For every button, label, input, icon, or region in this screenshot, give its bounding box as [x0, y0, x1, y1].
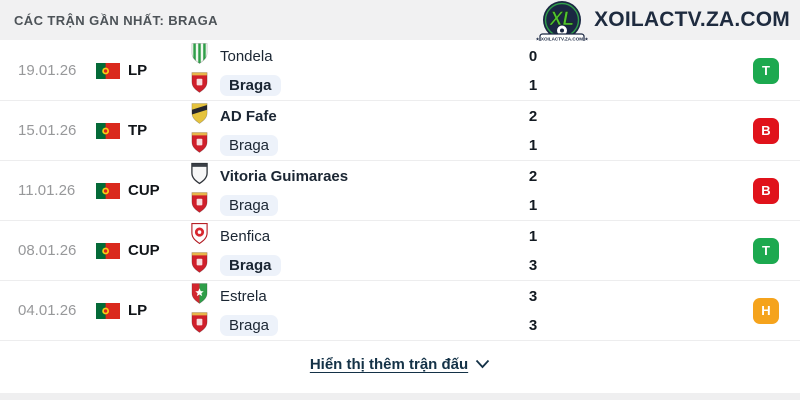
show-more-label: Hiển thị thêm trận đấu	[309, 355, 469, 373]
svg-text:XL: XL	[549, 9, 574, 30]
team-name: AD Fafe	[220, 107, 277, 125]
team-crest-icon	[190, 311, 209, 339]
team-name: Braga	[220, 254, 281, 276]
flag-cell	[96, 182, 128, 199]
flag-cell	[96, 122, 128, 139]
team-crest-icon	[190, 131, 209, 159]
team-crest-icon	[190, 251, 209, 279]
team-score: 1	[528, 76, 538, 94]
portugal-flag-icon	[96, 302, 120, 319]
team-crest-icon	[190, 102, 209, 130]
team-name: Benfica	[220, 227, 271, 245]
page-title: CÁC TRẬN GẦN NHẤT: BRAGA	[14, 12, 218, 28]
teams-cell: Estrela Braga	[190, 282, 516, 339]
logo-ball-icon: XL ★ XOILACTV.ZA.COM ★	[536, 0, 588, 44]
badge-cell: T	[753, 57, 779, 84]
team-line-home: Vitoria Guimaraes	[190, 162, 516, 190]
team-line-home: Estrela	[190, 282, 516, 310]
scores-cell: 3 3	[516, 284, 550, 338]
team-crest-icon	[190, 162, 209, 190]
match-date: 19.01.26	[18, 62, 77, 79]
team-crest-icon	[190, 282, 209, 310]
team-line-home: Tondela	[190, 42, 516, 70]
flag-cell	[96, 242, 128, 259]
result-badge: B	[753, 117, 779, 144]
match-row[interactable]: 19.01.26 LP Tondela	[0, 41, 800, 101]
scores-cell: 2 1	[516, 104, 550, 158]
flag-cell	[96, 302, 128, 319]
badge-cell: B	[753, 177, 779, 204]
result-badge: T	[753, 57, 779, 84]
show-more-link[interactable]: Hiển thị thêm trận đấu	[310, 356, 490, 373]
team-crest-icon	[190, 222, 209, 250]
competition-label: LP	[128, 302, 148, 319]
competition-label: CUP	[128, 182, 160, 199]
logo-wordmark: XOILACTV.ZA.COM	[594, 8, 790, 31]
logo-ribbon-text: ★ XOILACTV.ZA.COM ★	[536, 36, 588, 41]
scores-cell: 0 1	[516, 44, 550, 98]
team-name: Braga	[220, 134, 279, 156]
scores-cell: 1 3	[516, 224, 550, 278]
match-list: 19.01.26 LP Tondela	[0, 41, 800, 341]
portugal-flag-icon	[96, 122, 120, 139]
team-name: Vitoria Guimaraes	[220, 167, 349, 185]
result-badge: B	[753, 177, 779, 204]
teams-cell: Vitoria Guimaraes Braga	[190, 162, 516, 219]
team-score: 2	[528, 167, 538, 185]
team-score: 3	[528, 287, 538, 305]
team-line-away: Braga	[190, 131, 516, 159]
team-crest-icon	[190, 191, 209, 219]
portugal-flag-icon	[96, 182, 120, 199]
team-score: 1	[528, 196, 538, 214]
team-name: Estrela	[220, 287, 267, 305]
teams-cell: AD Fafe Braga	[190, 102, 516, 159]
team-score: 2	[528, 107, 538, 125]
team-name: Braga	[220, 314, 279, 336]
badge-cell: B	[753, 117, 779, 144]
flag-cell	[96, 62, 128, 79]
site-logo[interactable]: XL ★ XOILACTV.ZA.COM ★ XOILACTV.ZA.COM	[536, 0, 790, 46]
team-crest-icon	[190, 42, 209, 70]
team-score: 3	[528, 316, 538, 334]
team-score: 0	[528, 47, 538, 65]
team-line-away: Braga	[190, 71, 516, 99]
match-row[interactable]: 08.01.26 CUP Benfica	[0, 221, 800, 281]
team-line-away: Braga	[190, 191, 516, 219]
chevron-down-icon	[476, 359, 490, 369]
match-row[interactable]: 04.01.26 LP Estrela	[0, 281, 800, 341]
team-name: Tondela	[220, 47, 273, 65]
team-score: 3	[528, 256, 538, 274]
scores-cell: 2 1	[516, 164, 550, 218]
team-line-home: AD Fafe	[190, 102, 516, 130]
team-score: 1	[528, 227, 538, 245]
match-date: 11.01.26	[18, 182, 76, 199]
teams-cell: Tondela Braga	[190, 42, 516, 99]
match-date: 08.01.26	[18, 242, 77, 259]
badge-cell: H	[753, 297, 779, 324]
footer: Hiển thị thêm trận đấu	[0, 341, 800, 387]
result-badge: H	[753, 297, 779, 324]
bottom-strip	[0, 393, 800, 400]
competition-label: LP	[128, 62, 148, 79]
match-date: 04.01.26	[18, 302, 77, 319]
result-badge: T	[753, 237, 779, 264]
portugal-flag-icon	[96, 62, 120, 79]
match-date: 15.01.26	[18, 122, 77, 139]
competition-label: TP	[128, 122, 148, 139]
team-line-away: Braga	[190, 251, 516, 279]
team-line-away: Braga	[190, 311, 516, 339]
teams-cell: Benfica Braga	[190, 222, 516, 279]
team-score: 1	[528, 136, 538, 154]
widget-header: CÁC TRẬN GẦN NHẤT: BRAGA XL ★ XOILACTV.Z…	[0, 0, 800, 44]
team-name: Braga	[220, 74, 281, 96]
match-row[interactable]: 11.01.26 CUP Vitoria Guimaraes	[0, 161, 800, 221]
team-name: Braga	[220, 194, 279, 216]
badge-cell: T	[753, 237, 779, 264]
competition-label: CUP	[128, 242, 160, 259]
team-crest-icon	[190, 71, 209, 99]
match-row[interactable]: 15.01.26 TP AD Fafe	[0, 101, 800, 161]
team-line-home: Benfica	[190, 222, 516, 250]
portugal-flag-icon	[96, 242, 120, 259]
